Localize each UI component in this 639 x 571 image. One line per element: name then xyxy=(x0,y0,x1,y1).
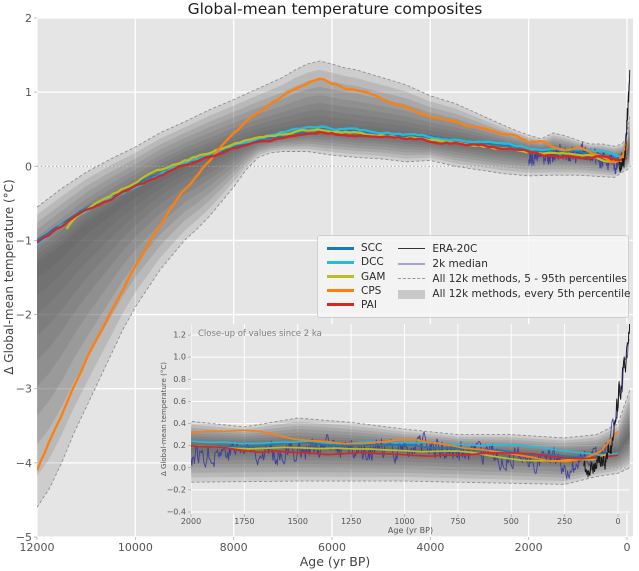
main-x-tick-label: 12000 xyxy=(20,541,55,554)
legend-swatch-icon xyxy=(398,278,426,280)
main-x-tick-label: 4000 xyxy=(416,541,444,554)
main-percentile-band xyxy=(37,125,630,279)
main-percentile-envelope xyxy=(37,151,631,508)
legend-label: DCC xyxy=(361,256,384,269)
legend-swatch-icon xyxy=(327,303,354,307)
ins-x-tick-label: 1500 xyxy=(288,517,308,526)
legend-item: ERA-20C xyxy=(398,241,630,256)
legend-swatch-icon xyxy=(398,262,426,265)
legend-label: 2k median xyxy=(432,257,488,270)
legend-item: CPS xyxy=(327,284,385,298)
main-y-tick-label: −4 xyxy=(16,457,32,470)
inset-x-axis-label: Age (yr BP) xyxy=(387,526,434,535)
legend-item: PAI xyxy=(327,298,385,312)
legend-item: All 12k methods, every 5th percentile xyxy=(398,287,631,302)
ins-y-tick-label: 1.0 xyxy=(173,353,186,362)
main-x-tick-label: 2000 xyxy=(515,541,543,554)
legend-item: 2k median xyxy=(398,256,630,271)
legend: SCC DCC GAM CPS PAI ERA-20C 2k median All 12k m… xyxy=(317,235,631,318)
ins-x-tick-label: 0 xyxy=(615,517,620,526)
ins-y-tick-label: 0.0 xyxy=(173,463,186,472)
ins-x-tick-label: 2000 xyxy=(181,517,201,526)
legend-label: GAM xyxy=(361,270,386,283)
ins-y-tick-label: 0.2 xyxy=(173,441,186,450)
legend-item: DCC xyxy=(327,255,385,269)
ins-x-tick-label: 1750 xyxy=(234,517,254,526)
main-percentile-band xyxy=(37,86,630,416)
main-line-cps xyxy=(37,77,629,471)
legend-column-1: SCC DCC GAM CPS PAI xyxy=(327,241,385,312)
main-y-tick-label: −5 xyxy=(16,531,32,544)
main-line-era20c xyxy=(618,69,631,173)
legend-swatch-icon xyxy=(398,289,426,299)
ins-y-tick-label: −0.2 xyxy=(167,485,186,494)
inset-y-axis-label: Δ Global-mean temperature (°C) xyxy=(160,361,168,477)
ins-percentile-envelope xyxy=(191,467,630,485)
ins-y-tick-label: 0.4 xyxy=(173,419,186,428)
ins-plot-background xyxy=(191,324,630,514)
main-x-tick-label: 6000 xyxy=(318,541,346,554)
main-y-tick-label: −1 xyxy=(16,234,32,247)
main-percentile-band xyxy=(37,61,630,508)
legend-swatch-icon xyxy=(327,260,354,264)
legend-swatch-icon xyxy=(398,248,426,250)
legend-label: SCC xyxy=(361,242,383,255)
ins-x-tick-label: 1000 xyxy=(394,517,414,526)
legend-column-2: ERA-20C 2k median All 12k methods, 5 - 95t… xyxy=(398,241,631,312)
ins-x-tick-label: 250 xyxy=(557,517,572,526)
ins-y-tick-label: −0.4 xyxy=(167,508,186,517)
ins-x-tick-label: 750 xyxy=(450,517,465,526)
ins-y-tick-label: 0.6 xyxy=(173,397,186,406)
legend-item: All 12k methods, 5 - 95th percentiles xyxy=(398,271,630,286)
legend-label: PAI xyxy=(361,298,377,311)
main-percentile-envelope xyxy=(37,60,631,208)
legend-label: ERA-20C xyxy=(432,242,478,255)
main-percentile-band xyxy=(37,69,630,477)
legend-label: All 12k methods, 5 - 95th percentiles xyxy=(432,272,627,285)
y-axis-label: Δ Global-mean temperature (°C) xyxy=(2,179,16,375)
main-y-tick-label: 2 xyxy=(25,12,32,25)
ins-percentile-band xyxy=(191,425,630,464)
inset-annotation: Close-up of values since 2 ka xyxy=(198,329,322,339)
legend-label: CPS xyxy=(361,284,382,297)
legend-item: SCC xyxy=(327,241,385,255)
main-y-tick-label: −3 xyxy=(16,383,32,396)
main-percentile-band xyxy=(37,95,630,387)
legend-swatch-icon xyxy=(327,246,354,250)
ins-x-tick-label: 500 xyxy=(504,517,519,526)
main-x-tick-label: 0 xyxy=(624,541,631,554)
legend-label: All 12k methods, every 5th percentile xyxy=(432,288,631,301)
main-y-tick-label: 0 xyxy=(25,160,32,173)
main-y-tick-label: 1 xyxy=(25,86,32,99)
main-line-pai xyxy=(37,131,628,244)
ins-percentile-band xyxy=(191,390,630,485)
main-y-tick-label: −2 xyxy=(16,309,32,322)
legend-item: GAM xyxy=(327,269,385,283)
main-x-tick-label: 8000 xyxy=(220,541,248,554)
ins-line-era20c xyxy=(583,324,630,478)
ins-x-tick-label: 1250 xyxy=(341,517,361,526)
ins-y-tick-label: 0.8 xyxy=(173,375,186,384)
x-axis-label: Age (yr BP) xyxy=(299,554,371,569)
ins-y-tick-label: 1.2 xyxy=(173,331,186,340)
legend-swatch-icon xyxy=(327,289,354,293)
chart-title: Global-mean temperature composites xyxy=(187,0,483,18)
main-percentile-band xyxy=(37,102,630,361)
main-percentile-band xyxy=(37,78,630,445)
main-x-tick-label: 10000 xyxy=(118,541,153,554)
ins-plot-area xyxy=(191,324,630,514)
legend-swatch-icon xyxy=(327,275,354,278)
